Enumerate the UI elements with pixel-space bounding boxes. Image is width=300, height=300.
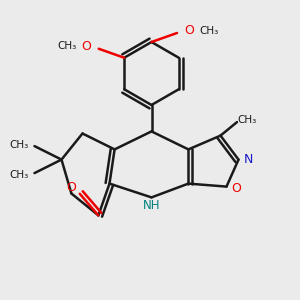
Text: O: O [81, 40, 91, 53]
Text: CH₃: CH₃ [9, 140, 28, 150]
Text: CH₃: CH₃ [57, 41, 76, 51]
Text: CH₃: CH₃ [237, 115, 256, 125]
Text: CH₃: CH₃ [200, 26, 219, 36]
Text: N: N [243, 153, 253, 166]
Text: O: O [231, 182, 241, 196]
Text: O: O [185, 24, 194, 37]
Text: CH₃: CH₃ [9, 169, 28, 180]
Text: O: O [67, 181, 76, 194]
Text: NH: NH [143, 199, 160, 212]
